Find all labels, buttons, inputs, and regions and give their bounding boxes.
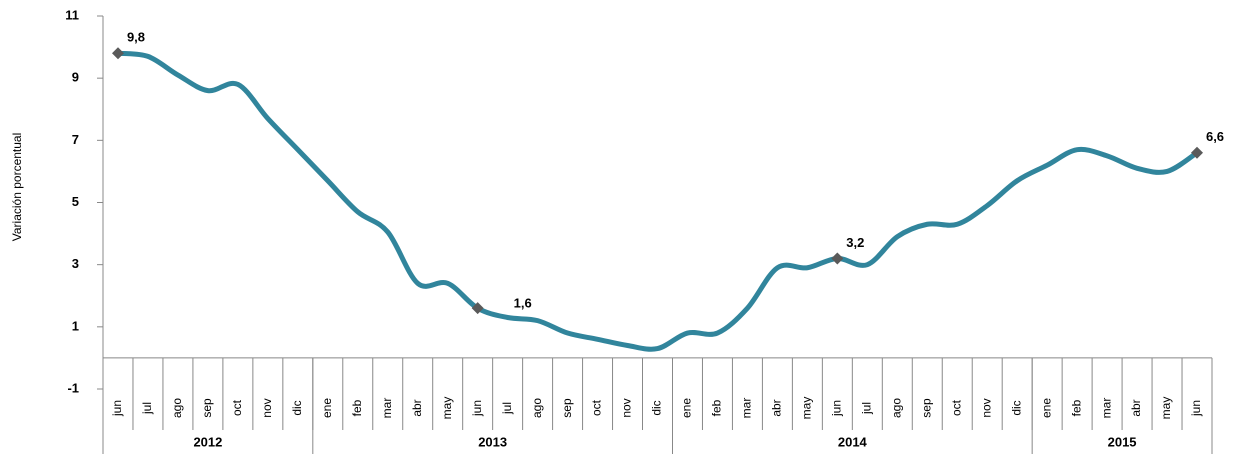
marker	[1191, 146, 1204, 159]
y-tick-label: -1	[67, 380, 79, 395]
y-tick-label: 5	[72, 194, 79, 209]
x-tick-label: mar	[740, 398, 754, 419]
y-tick-label: 9	[72, 70, 79, 85]
x-tick-label: jul	[140, 402, 154, 415]
x-tick-label: jul	[859, 402, 873, 415]
y-tick-label: 1	[72, 318, 79, 333]
group-label: 2013	[478, 434, 507, 449]
x-tick-label: ago	[530, 398, 544, 418]
x-tick-label: oct	[230, 399, 244, 416]
data-label: 3,2	[846, 235, 864, 250]
x-tick-label: oct	[590, 399, 604, 416]
x-tick-label: feb	[1069, 399, 1083, 416]
x-tick-label: nov	[979, 398, 993, 417]
x-tick-label: may	[440, 397, 454, 420]
group-label: 2015	[1108, 434, 1137, 449]
y-tick-label: 3	[72, 256, 79, 271]
x-tick-label: ene	[680, 398, 694, 418]
y-tick-label: 7	[72, 132, 79, 147]
x-tick-label: jun	[830, 400, 844, 417]
marker	[471, 302, 484, 315]
data-label: 6,6	[1206, 129, 1224, 144]
x-tick-label: abr	[1129, 399, 1143, 416]
x-tick-label: abr	[410, 399, 424, 416]
y-axis-title: Variación porcentual	[10, 133, 24, 242]
data-line	[117, 50, 1199, 352]
group-label: 2014	[838, 434, 868, 449]
x-tick-label: may	[1159, 397, 1173, 420]
x-tick-label: ene	[1039, 398, 1053, 418]
data-label: 1,6	[514, 296, 532, 311]
x-tick-label: abr	[770, 399, 784, 416]
marker	[831, 252, 844, 265]
x-tick-label: dic	[1009, 400, 1023, 415]
x-tick-label: nov	[260, 398, 274, 417]
x-tick-label: feb	[710, 399, 724, 416]
data-label: 9,8	[127, 30, 145, 45]
x-tick-label: jun	[1189, 400, 1203, 417]
x-tick-label: ago	[889, 398, 903, 418]
x-tick-label: nov	[620, 398, 634, 417]
x-tick-label: sep	[919, 398, 933, 418]
x-tick-label: ago	[170, 398, 184, 418]
x-tick-label: jun	[470, 400, 484, 417]
x-tick-label: oct	[949, 399, 963, 416]
x-tick-label: sep	[560, 398, 574, 418]
x-tick-label: jul	[500, 402, 514, 415]
x-tick-label: jun	[110, 400, 124, 417]
x-tick-label: mar	[1099, 398, 1113, 419]
x-tick-label: ene	[320, 398, 334, 418]
x-tick-label: sep	[200, 398, 214, 418]
x-tick-label: may	[800, 397, 814, 420]
y-tick-label: 11	[65, 7, 79, 22]
x-tick-label: dic	[650, 400, 664, 415]
x-tick-label: mar	[380, 398, 394, 419]
group-label: 2012	[193, 434, 222, 449]
x-tick-label: feb	[350, 399, 364, 416]
marker	[111, 47, 124, 60]
x-tick-label: dic	[290, 400, 304, 415]
